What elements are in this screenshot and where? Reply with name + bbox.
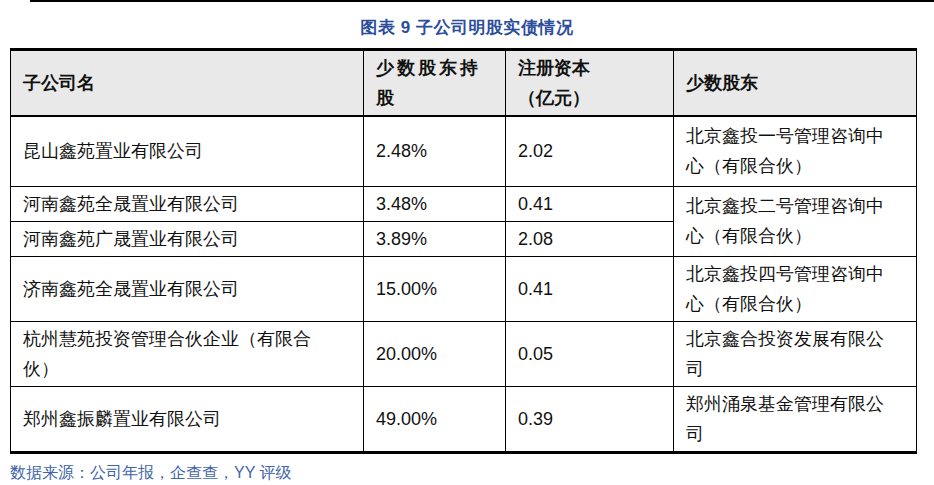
subsidiary-name-cell: 昆山鑫苑置业有限公司 [11, 116, 364, 186]
subsidiary-name-cell: 杭州慧苑投资管理合伙企业（有限合 伙） [11, 321, 364, 386]
registered-capital-cell: 0.05 [506, 321, 674, 386]
subsidiary-name-cell: 河南鑫苑广晟置业有限公司 [11, 221, 364, 256]
minority-stake-cell: 3.89% [364, 221, 506, 256]
subsidiary-name-cell: 济南鑫苑全晟置业有限公司 [11, 256, 364, 321]
minority-shareholder-cell: 郑州涌泉基金管理有限公 司 [674, 386, 917, 452]
report-page: 图表 9 子公司明股实债情况 子公司名 少数股东持 股 注册资本 （亿元） 少数… [0, 0, 934, 485]
minority-shareholder-cell: 北京鑫投一号管理咨询中 心（有限合伙） [674, 116, 917, 186]
top-divider-rule [30, 0, 934, 2]
table-row: 昆山鑫苑置业有限公司 2.48% 2.02 北京鑫投一号管理咨询中 心（有限合伙… [11, 116, 917, 186]
table-row: 郑州鑫振麟置业有限公司 49.00% 0.39 郑州涌泉基金管理有限公 司 [11, 386, 917, 452]
minority-stake-cell: 15.00% [364, 256, 506, 321]
minority-stake-cell: 2.48% [364, 116, 506, 186]
registered-capital-cell: 0.41 [506, 256, 674, 321]
column-header-minority-shareholder: 少数股东 [674, 50, 917, 117]
minority-shareholder-cell: 北京鑫合投资发展有限公 司 [674, 321, 917, 386]
minority-shareholder-cell: 北京鑫投四号管理咨询中 心（有限合伙） [674, 256, 917, 321]
header-row: 子公司名 少数股东持 股 注册资本 （亿元） 少数股东 [11, 50, 917, 117]
chart-title: 图表 9 子公司明股实债情况 [0, 0, 934, 39]
minority-stake-cell: 3.48% [364, 186, 506, 221]
subsidiary-name-cell: 郑州鑫振麟置业有限公司 [11, 386, 364, 452]
data-source-note: 数据来源：公司年报，企查查，YY 评级 [10, 463, 934, 484]
column-header-minority-stake: 少数股东持 股 [364, 50, 506, 117]
table-row: 济南鑫苑全晟置业有限公司 15.00% 0.41 北京鑫投四号管理咨询中 心（有… [11, 256, 917, 321]
registered-capital-cell: 0.41 [506, 186, 674, 221]
column-header-registered-capital: 注册资本 （亿元） [506, 50, 674, 117]
minority-shareholder-cell: 北京鑫投二号管理咨询中 心（有限合伙） [674, 186, 917, 256]
column-header-subsidiary-name: 子公司名 [11, 50, 364, 117]
registered-capital-cell: 0.39 [506, 386, 674, 452]
registered-capital-cell: 2.02 [506, 116, 674, 186]
subsidiary-name-cell: 河南鑫苑全晟置业有限公司 [11, 186, 364, 221]
table-row: 杭州慧苑投资管理合伙企业（有限合 伙） 20.00% 0.05 北京鑫合投资发展… [11, 321, 917, 386]
minority-stake-cell: 49.00% [364, 386, 506, 452]
table-row: 河南鑫苑全晟置业有限公司 3.48% 0.41 北京鑫投二号管理咨询中 心（有限… [11, 186, 917, 221]
minority-stake-cell: 20.00% [364, 321, 506, 386]
registered-capital-cell: 2.08 [506, 221, 674, 256]
subsidiary-equity-table: 子公司名 少数股东持 股 注册资本 （亿元） 少数股东 昆山鑫苑置业有限公司 2… [10, 48, 917, 454]
